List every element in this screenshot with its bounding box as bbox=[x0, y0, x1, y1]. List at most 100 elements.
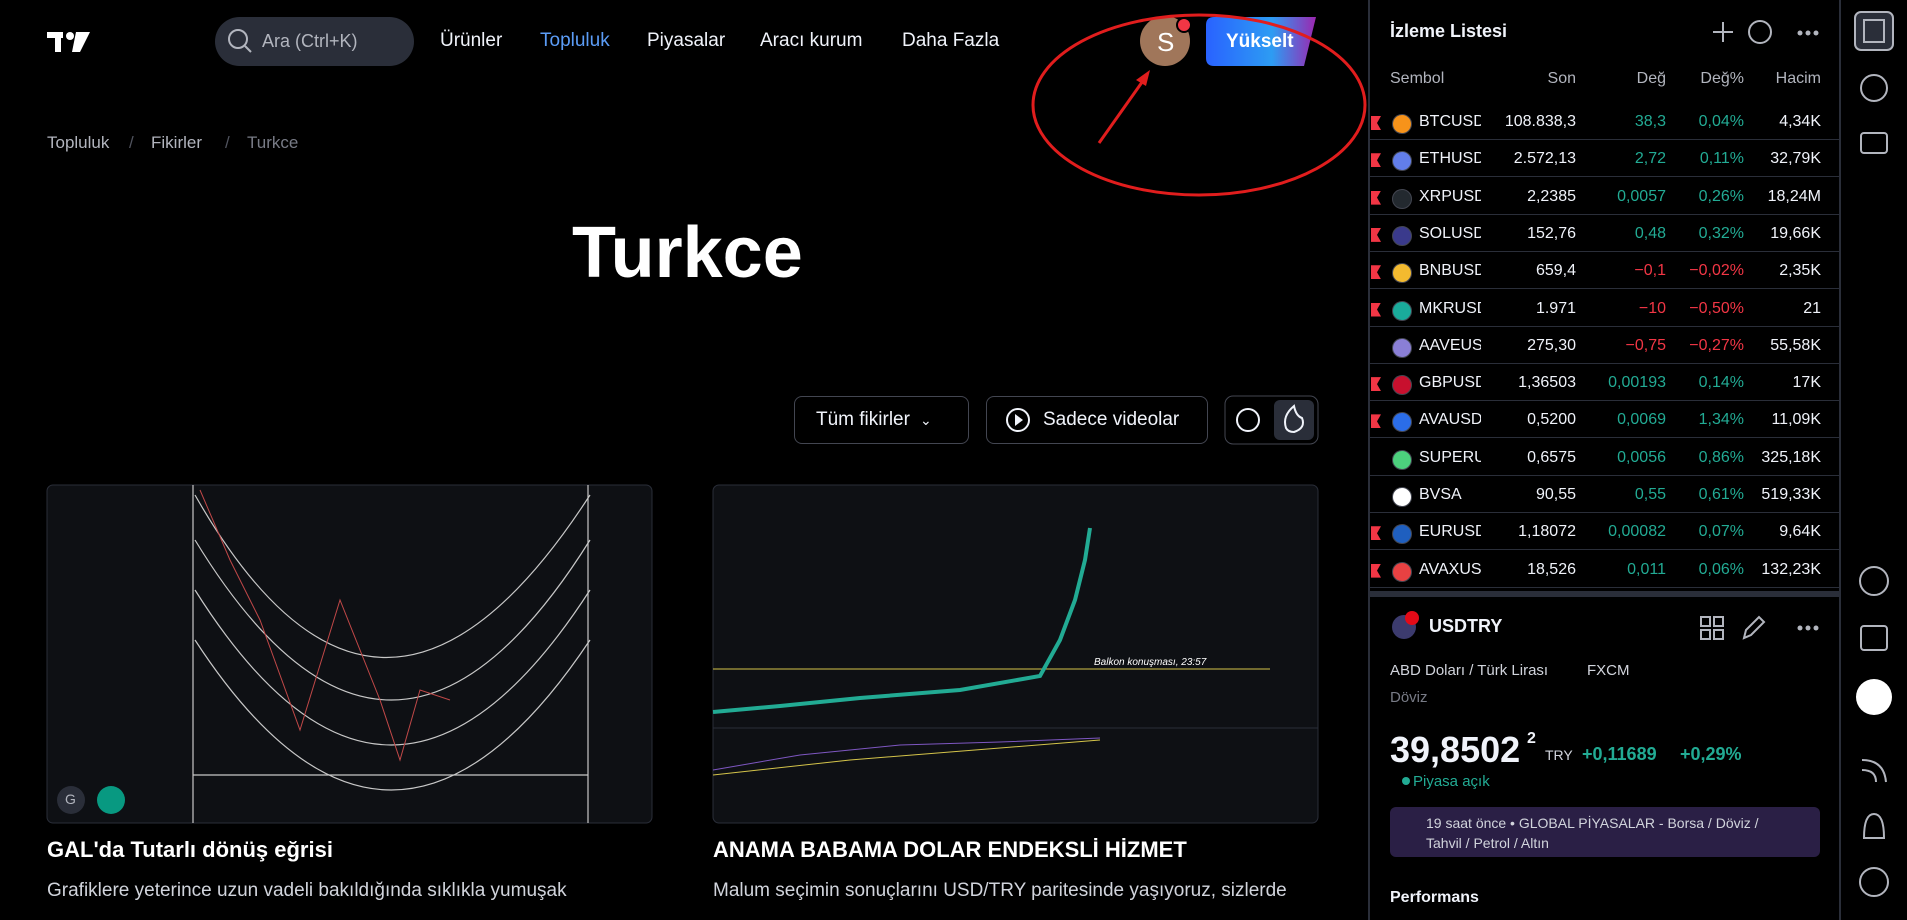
change: −0,1 bbox=[1634, 262, 1666, 280]
upgrade-button[interactable]: Yükselt bbox=[1226, 31, 1294, 52]
card-title[interactable]: ANAMA BABAMA DOLAR ENDEKSLİ HİZMET bbox=[713, 837, 1187, 862]
nav-link[interactable]: Topluluk bbox=[540, 30, 610, 51]
section-title: Performans bbox=[1390, 889, 1479, 906]
symbol[interactable]: AVAUSD bbox=[1419, 411, 1481, 429]
annotation-arrowhead bbox=[1136, 70, 1150, 86]
row-divider bbox=[1370, 250, 1840, 252]
detail-symbol[interactable]: USDTRY bbox=[1429, 616, 1503, 636]
breadcrumb-current: Turkce bbox=[247, 133, 299, 152]
symbol-icon bbox=[1392, 487, 1412, 507]
last-price: 2,2385 bbox=[1527, 187, 1576, 205]
recent-icon[interactable] bbox=[1236, 408, 1260, 432]
change-pct: −0,27% bbox=[1689, 336, 1744, 354]
more-icons[interactable] bbox=[1797, 30, 1819, 631]
breadcrumb-link[interactable]: Fikirler bbox=[151, 133, 202, 152]
play-icon-triangle bbox=[1015, 414, 1023, 426]
card-image[interactable] bbox=[712, 484, 1319, 824]
annotation-arrow bbox=[1097, 77, 1147, 144]
last-price: 659,4 bbox=[1535, 262, 1576, 280]
annotation-ellipse bbox=[1031, 13, 1367, 197]
popular-icon bbox=[1284, 404, 1304, 434]
column-header[interactable]: Değ bbox=[1636, 70, 1666, 87]
filter-label: Tüm fikirler bbox=[816, 409, 910, 430]
change-pct: −0,02% bbox=[1689, 262, 1744, 280]
logo[interactable] bbox=[47, 32, 90, 52]
symbol[interactable]: ETHUSD bbox=[1419, 150, 1481, 168]
volume: 17K bbox=[1792, 374, 1821, 392]
row-flag bbox=[1371, 526, 1381, 541]
symbol-icon bbox=[1392, 225, 1412, 246]
nav-link[interactable]: Daha Fazla bbox=[902, 30, 1000, 51]
change: 0,55 bbox=[1634, 486, 1666, 503]
change: 0,48 bbox=[1634, 224, 1666, 242]
nav-link[interactable]: Ürünler bbox=[440, 30, 503, 51]
nav-link[interactable]: Piyasalar bbox=[647, 30, 726, 51]
breadcrumb-link[interactable]: Topluluk bbox=[47, 133, 110, 152]
symbol[interactable]: AVAXUSI bbox=[1419, 560, 1481, 578]
symbol-icon bbox=[1392, 188, 1412, 209]
nav-link[interactable]: Aracı kurum bbox=[760, 30, 863, 51]
volume: 55,58K bbox=[1770, 336, 1821, 354]
symbol[interactable]: SOLUSD bbox=[1419, 224, 1481, 242]
symbol[interactable]: BTCUSD bbox=[1419, 113, 1481, 130]
column-header[interactable]: Sembol bbox=[1390, 70, 1445, 87]
symbol-icon bbox=[1392, 375, 1412, 396]
column-header[interactable]: Hacim bbox=[1775, 70, 1821, 87]
change: 0,00082 bbox=[1608, 523, 1666, 541]
symbol[interactable]: GBPUSD bbox=[1419, 374, 1481, 392]
change: 0,00193 bbox=[1608, 374, 1666, 392]
search-placeholder[interactable]: Ara (Ctrl+K) bbox=[262, 31, 358, 51]
change-pct: 1,34% bbox=[1698, 411, 1744, 429]
detail-change: +0,11689 bbox=[1582, 744, 1657, 764]
news-box[interactable] bbox=[1390, 807, 1820, 857]
symbol-icon bbox=[1392, 449, 1412, 470]
column-header[interactable]: Son bbox=[1547, 70, 1576, 87]
news-headline[interactable]: 19 saat önce • GLOBAL PİYASALAR - Borsa … bbox=[1426, 815, 1759, 851]
search-icon-handle bbox=[244, 45, 252, 53]
watchlist-title[interactable]: İzleme Listesi bbox=[1390, 21, 1508, 41]
row-flag bbox=[1371, 302, 1381, 317]
card-badge-up bbox=[97, 786, 125, 814]
chevron: ⌄ bbox=[919, 411, 932, 428]
card-description: Grafiklere yeterince uzun vadeli bakıldı… bbox=[47, 880, 567, 901]
row-divider bbox=[1370, 437, 1840, 439]
avatar-letter[interactable]: S bbox=[1157, 27, 1175, 57]
change: 38,3 bbox=[1634, 113, 1666, 130]
symbol-icon bbox=[1392, 151, 1412, 172]
row-divider bbox=[1370, 586, 1840, 588]
card-badge: G bbox=[65, 791, 76, 807]
symbol[interactable]: BVSA bbox=[1419, 486, 1462, 503]
card-title[interactable]: GAL'da Tutarlı dönüş eğrisi bbox=[47, 837, 333, 862]
volume: 19,66K bbox=[1770, 224, 1821, 242]
video-filter[interactable]: Sadece videolar bbox=[986, 396, 1208, 444]
change: 2,72 bbox=[1634, 150, 1666, 168]
change: 0,0056 bbox=[1617, 448, 1666, 466]
symbol-flag-tr bbox=[1405, 611, 1419, 625]
row-flag bbox=[1371, 563, 1381, 578]
search-box[interactable] bbox=[215, 17, 414, 66]
change-pct: 0,06% bbox=[1698, 560, 1744, 578]
detail-description: ABD Doları / Türk Lirası bbox=[1390, 662, 1549, 679]
symbol[interactable]: AAVEUSI bbox=[1419, 336, 1481, 354]
filter-dropdown[interactable]: Tüm fikirler ⌄ bbox=[794, 396, 969, 444]
row-divider bbox=[1370, 400, 1840, 402]
sort-toggle[interactable] bbox=[1224, 395, 1319, 445]
card-image[interactable] bbox=[46, 484, 653, 824]
last-price: 152,76 bbox=[1527, 224, 1576, 242]
panel-icons[interactable] bbox=[1700, 20, 1772, 640]
card-chart-indicator bbox=[712, 739, 1101, 776]
detail-currency: TRY bbox=[1545, 747, 1573, 763]
sidebar-icons[interactable] bbox=[1854, 11, 1894, 897]
symbol[interactable]: SUPERU bbox=[1419, 448, 1481, 466]
symbol[interactable]: EURUSD bbox=[1419, 523, 1481, 541]
row-flag bbox=[1371, 414, 1381, 429]
popular-toggle[interactable] bbox=[1274, 400, 1314, 440]
symbol[interactable]: MKRUSD bbox=[1419, 299, 1481, 317]
volume: 21 bbox=[1803, 299, 1821, 317]
symbol[interactable]: BNBUSD bbox=[1419, 262, 1481, 280]
symbol[interactable]: XRPUSD bbox=[1419, 187, 1481, 205]
column-header[interactable]: Değ% bbox=[1700, 70, 1744, 87]
